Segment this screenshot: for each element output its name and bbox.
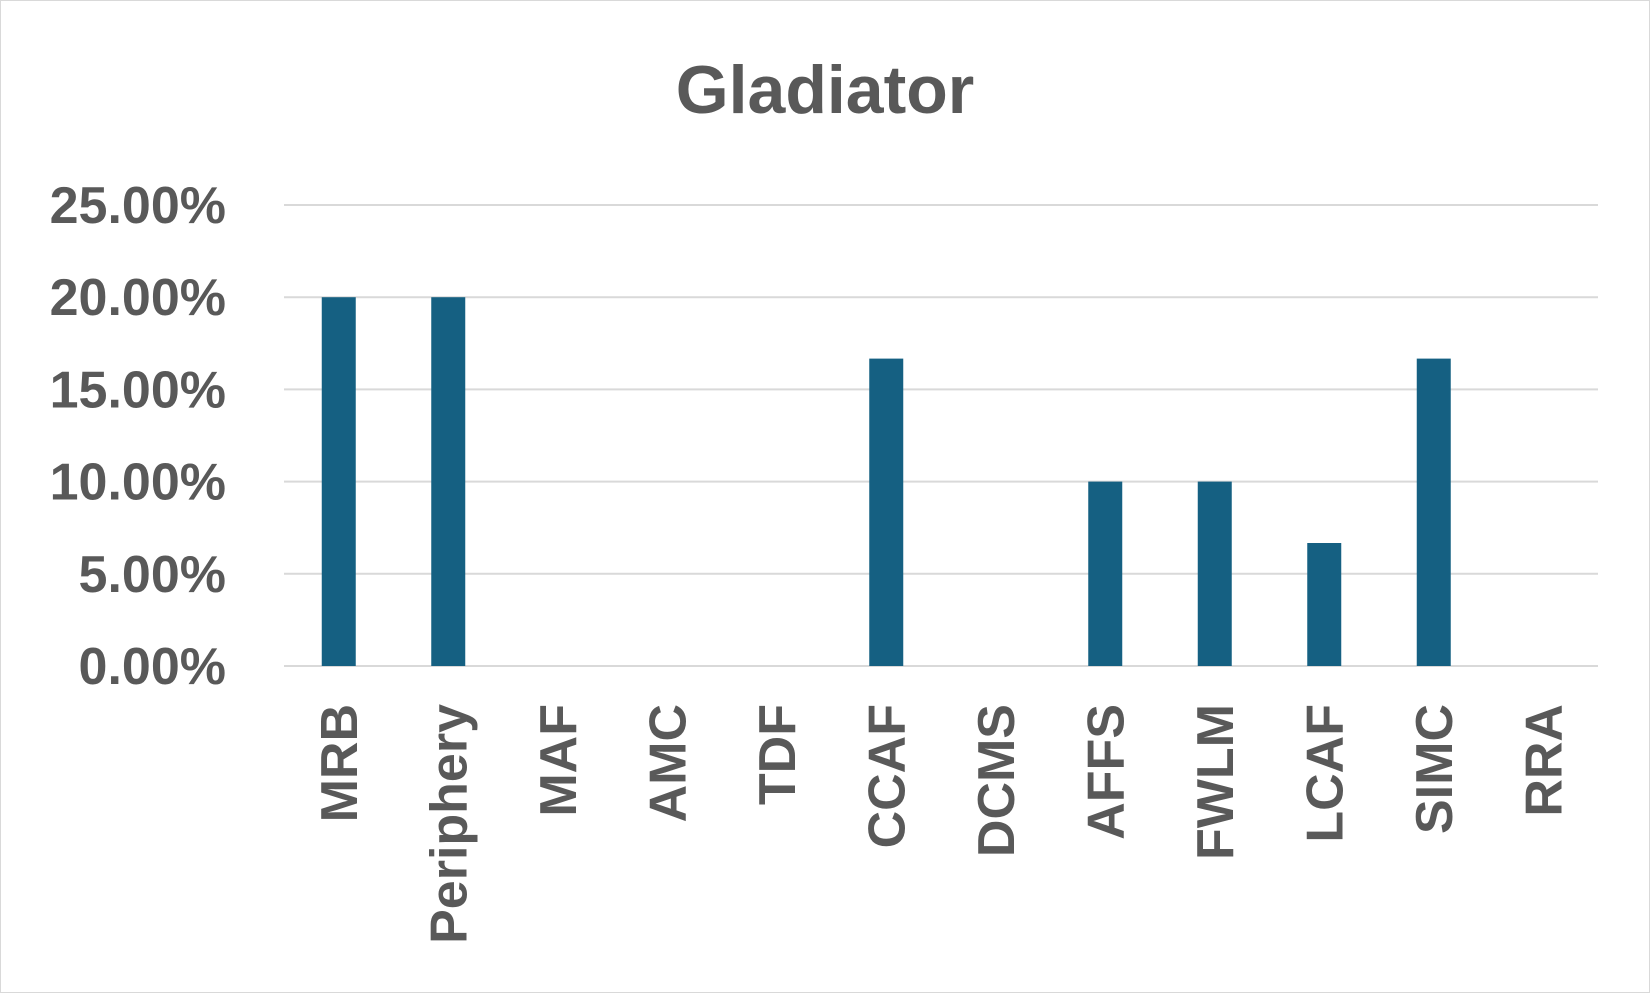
x-tick-label: LCAF bbox=[1296, 704, 1354, 843]
bar-affs bbox=[1088, 481, 1123, 666]
x-tick-label: Periphery bbox=[420, 704, 478, 944]
x-tick-label: SIMC bbox=[1406, 704, 1464, 834]
bar-lcaf bbox=[1307, 543, 1342, 666]
x-axis-ticks: MRB Periphery MAF AMC TDF CCAF DCMS AFFS FWLM LCA… bbox=[311, 704, 1574, 944]
y-tick-label: 15.00% bbox=[50, 361, 226, 419]
x-tick-label: FWLM bbox=[1187, 704, 1245, 860]
x-tick-label: AMC bbox=[639, 704, 697, 822]
bar-ccaf bbox=[869, 358, 904, 666]
y-tick-label: 0.00% bbox=[79, 638, 226, 696]
y-tick-label: 25.00% bbox=[50, 177, 226, 235]
bar-mrb bbox=[321, 297, 356, 666]
bar-fwlm bbox=[1197, 481, 1232, 666]
chart-title: Gladiator bbox=[676, 52, 975, 128]
bar-simc bbox=[1416, 358, 1451, 666]
y-axis-ticks: 0.00% 5.00% 10.00% 15.00% 20.00% 25.00% bbox=[50, 177, 226, 696]
x-tick-label: MRB bbox=[311, 704, 369, 822]
bars bbox=[321, 297, 1451, 666]
y-tick-label: 10.00% bbox=[50, 454, 226, 512]
y-tick-label: 5.00% bbox=[79, 546, 226, 604]
x-tick-label: RRA bbox=[1515, 704, 1573, 817]
y-tick-label: 20.00% bbox=[50, 269, 226, 327]
x-tick-label: MAF bbox=[530, 704, 588, 817]
x-tick-label: TDF bbox=[749, 704, 807, 805]
x-tick-label: AFFS bbox=[1077, 704, 1135, 840]
x-tick-label: DCMS bbox=[968, 704, 1026, 857]
gridlines bbox=[284, 204, 1598, 667]
x-tick-label: CCAF bbox=[858, 704, 916, 848]
bar-periphery bbox=[431, 297, 466, 666]
